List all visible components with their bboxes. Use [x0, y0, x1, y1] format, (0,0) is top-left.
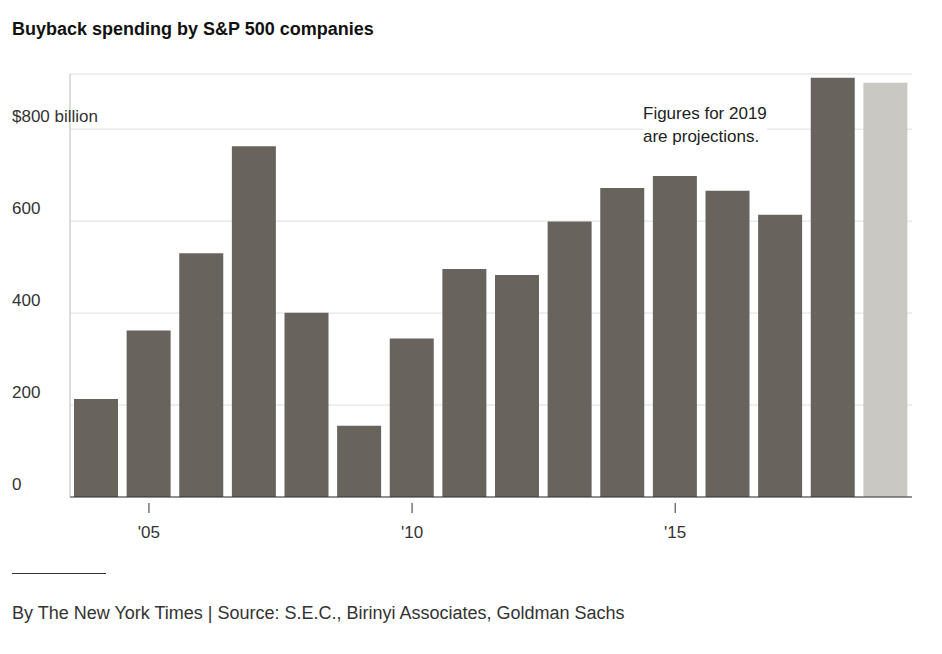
- svg-text:$800 billion: $800 billion: [12, 107, 98, 126]
- html-text:By The New York Times | Source: By The New York Times | Source: S.E.C., …: [12, 603, 625, 623]
- html-text:Buyback spending by S&P 500 co: Buyback spending by S&P 500 companies: [12, 19, 374, 39]
- html-text:are projections.: are projections.: [643, 127, 760, 146]
- svg-text:0: 0: [12, 475, 21, 494]
- svg-text:400: 400: [12, 291, 40, 310]
- svg-text:'15: '15: [664, 523, 686, 542]
- html-text:Figures for 2019: Figures for 2019: [643, 104, 767, 123]
- svg-text:600: 600: [12, 199, 40, 218]
- svg-text:'10: '10: [401, 523, 423, 542]
- svg-text:200: 200: [12, 383, 40, 402]
- svg-text:'05: '05: [138, 523, 160, 542]
